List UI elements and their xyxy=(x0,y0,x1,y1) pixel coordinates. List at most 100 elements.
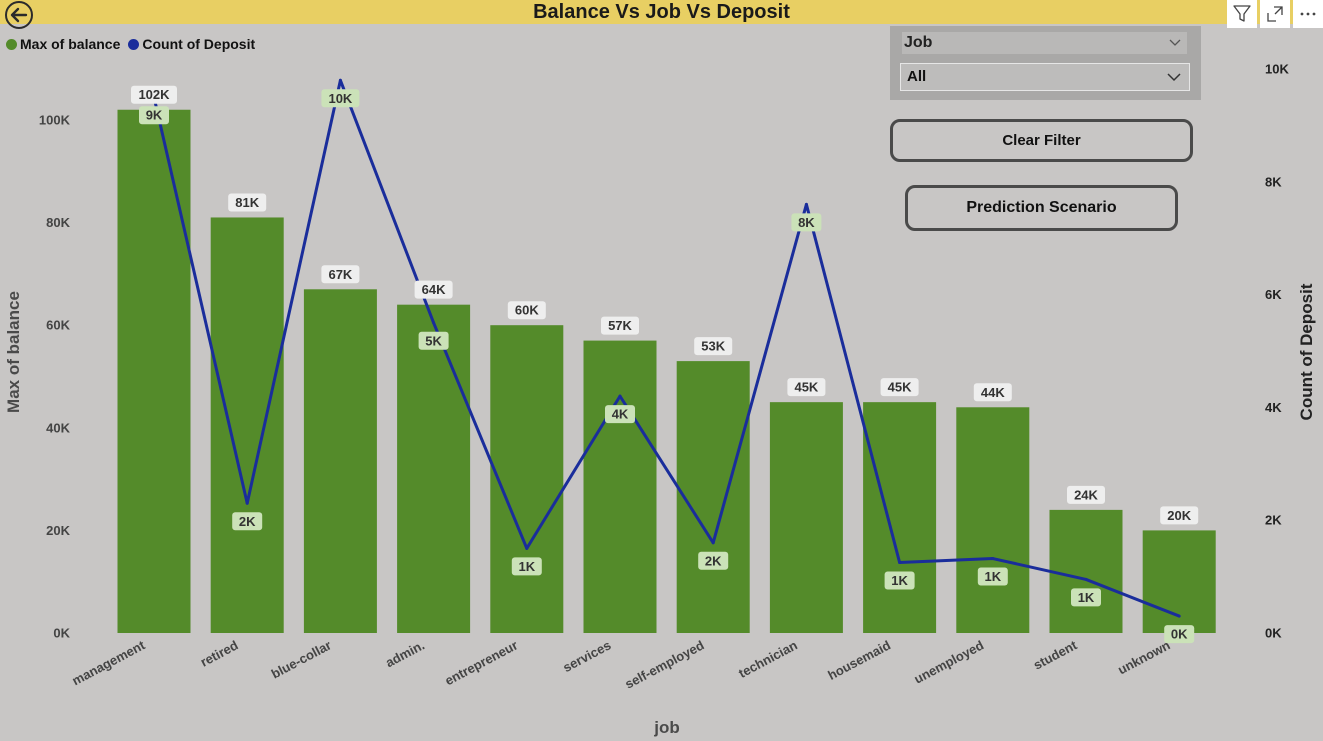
line-label-housemaid: 1K xyxy=(891,573,908,588)
prediction-scenario-button[interactable]: Prediction Scenario xyxy=(905,185,1178,231)
y2-tick-label: 10K xyxy=(1265,62,1289,77)
x-tick-label-housemaid: housemaid xyxy=(825,637,893,682)
line-label-unknown-bg xyxy=(1164,625,1195,644)
x-tick-label-technician: technician xyxy=(736,637,800,680)
line-label-blue-collar: 10K xyxy=(328,91,352,106)
y2-tick-label: 2K xyxy=(1265,513,1282,528)
bar-label-housemaid: 45K xyxy=(888,380,912,395)
line-label-services-bg xyxy=(605,405,635,424)
chevron-down-icon xyxy=(1167,73,1181,82)
focus-mode-icon xyxy=(1267,6,1283,22)
x-tick-label-blue-collar: blue-collar xyxy=(269,637,334,681)
bar-housemaid[interactable] xyxy=(863,402,937,633)
deposit-point-technician[interactable] xyxy=(804,202,808,206)
bar-admin.[interactable] xyxy=(397,304,471,633)
line-label-self-employed: 2K xyxy=(705,553,722,568)
bar-label-admin.: 64K xyxy=(422,282,446,297)
deposit-point-unemployed[interactable] xyxy=(991,557,995,561)
deposit-point-student[interactable] xyxy=(1084,577,1088,581)
more-options-icon xyxy=(1300,12,1316,16)
deposit-point-housemaid[interactable] xyxy=(898,561,902,564)
legend-dot-deposit xyxy=(128,38,140,50)
line-label-services: 4K xyxy=(612,407,629,422)
bar-unemployed[interactable] xyxy=(956,407,1030,633)
bar-management[interactable] xyxy=(117,109,191,634)
legend-item-balance[interactable]: Max of balance xyxy=(6,36,120,52)
x-tick-label-management: management xyxy=(70,637,148,688)
filter-button[interactable] xyxy=(1227,0,1257,28)
bar-retired[interactable] xyxy=(210,217,284,633)
y-tick-label: 100K xyxy=(39,113,71,128)
deposit-point-admin.[interactable] xyxy=(432,321,436,325)
line-label-entrepreneur: 1K xyxy=(518,559,535,574)
bar-student[interactable] xyxy=(1049,509,1123,633)
more-options-button[interactable] xyxy=(1293,0,1323,28)
chart-legend: Max of balance Count of Deposit xyxy=(6,36,263,52)
back-arrow-icon xyxy=(10,7,28,23)
y2-tick-label: 0K xyxy=(1265,626,1282,641)
bar-label-services: 57K xyxy=(608,318,632,333)
line-label-student-bg xyxy=(1071,588,1101,607)
chevron-down-icon xyxy=(1169,39,1181,46)
bar-blue-collar[interactable] xyxy=(303,289,377,633)
y-axis-title: Max of balance xyxy=(4,291,23,413)
deposit-point-retired[interactable] xyxy=(245,501,249,505)
bar-label-self-employed-bg xyxy=(694,337,733,356)
legend-label-balance: Max of balance xyxy=(20,36,121,52)
y-tick-label: 0K xyxy=(53,626,70,641)
bar-label-retired-bg xyxy=(228,193,267,212)
bar-self-employed[interactable] xyxy=(676,361,750,633)
slicer-header[interactable]: Job xyxy=(902,32,1187,54)
bar-services[interactable] xyxy=(583,340,657,633)
page-title: Balance Vs Job Vs Deposit xyxy=(533,1,790,23)
y-tick-label: 80K xyxy=(46,215,70,230)
job-dropdown[interactable]: All xyxy=(900,63,1190,91)
bar-technician[interactable] xyxy=(769,402,843,633)
clear-filter-button[interactable]: Clear Filter xyxy=(890,119,1193,162)
bar-entrepreneur[interactable] xyxy=(490,325,564,633)
bar-label-blue-collar: 67K xyxy=(328,267,352,282)
legend-label-deposit: Count of Deposit xyxy=(142,36,256,52)
deposit-point-services[interactable] xyxy=(618,394,622,398)
bar-label-management-bg xyxy=(131,85,177,104)
x-tick-label-unemployed: unemployed xyxy=(912,637,987,686)
deposit-point-blue-collar[interactable] xyxy=(338,78,342,82)
line-label-self-employed-bg xyxy=(698,551,729,570)
header-bar xyxy=(0,0,1323,24)
y-tick-label: 60K xyxy=(46,318,70,333)
focus-mode-button[interactable] xyxy=(1260,0,1290,28)
bar-unknown[interactable] xyxy=(1142,530,1216,633)
bar-label-services-bg xyxy=(601,316,639,335)
line-label-management: 9K xyxy=(146,108,163,123)
back-button[interactable] xyxy=(5,1,33,29)
line-label-retired-bg xyxy=(232,512,263,531)
line-label-unemployed-bg xyxy=(977,567,1008,586)
bar-label-unknown-bg xyxy=(1160,506,1199,525)
deposit-point-self-employed[interactable] xyxy=(711,541,715,545)
line-label-technician-bg xyxy=(791,213,822,232)
bar-label-student: 24K xyxy=(1074,487,1098,502)
slicer-title: Job xyxy=(904,34,933,51)
y2-tick-label: 8K xyxy=(1265,174,1282,189)
legend-dot-balance xyxy=(6,38,17,50)
line-label-unknown: 0K xyxy=(1171,627,1188,642)
x-tick-label-student: student xyxy=(1031,637,1080,673)
y2-axis-title: Count of Deposit xyxy=(1297,283,1316,420)
line-label-entrepreneur-bg xyxy=(511,557,542,576)
bar-label-management: 102K xyxy=(138,87,170,102)
deposit-line[interactable] xyxy=(152,78,1180,618)
deposit-point-entrepreneur[interactable] xyxy=(525,546,529,550)
bar-label-unknown: 20K xyxy=(1167,508,1191,523)
bar-label-unemployed-bg xyxy=(973,383,1012,402)
bar-label-entrepreneur: 60K xyxy=(515,303,539,318)
x-tick-label-admin.: admin. xyxy=(383,637,427,670)
legend-item-deposit[interactable]: Count of Deposit xyxy=(128,36,255,52)
dropdown-value: All xyxy=(907,68,927,85)
y2-tick-label: 6K xyxy=(1265,287,1282,302)
line-label-blue-collar-bg xyxy=(321,89,360,108)
deposit-point-unknown[interactable] xyxy=(1177,614,1181,618)
line-label-housemaid-bg xyxy=(884,571,915,590)
bar-label-retired: 81K xyxy=(235,195,259,210)
line-label-management-bg xyxy=(139,106,169,125)
